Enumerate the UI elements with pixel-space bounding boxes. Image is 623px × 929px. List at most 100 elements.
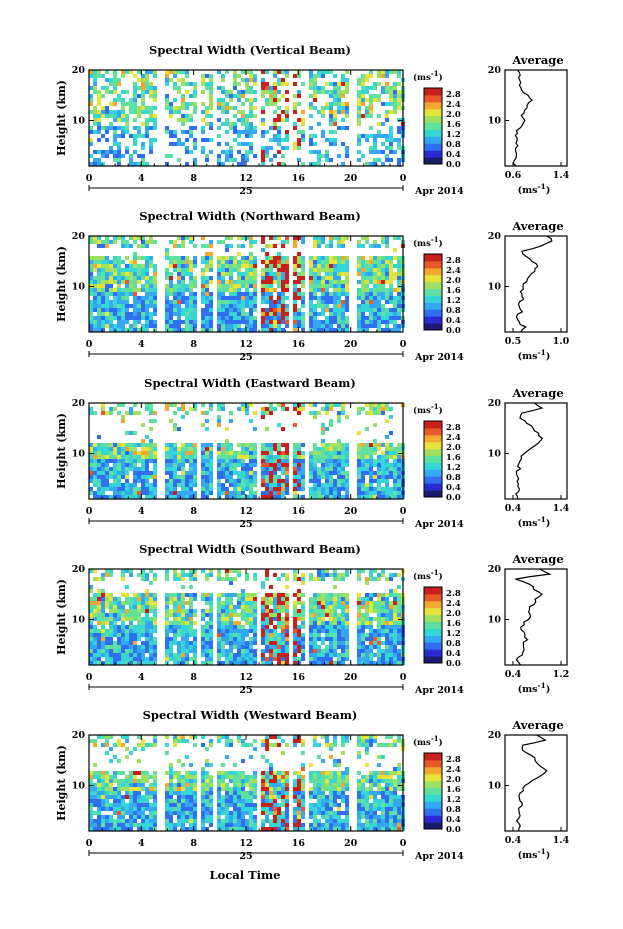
heatmap-cell <box>301 613 305 617</box>
heatmap-cell <box>377 264 381 268</box>
heatmap-cell <box>117 82 121 86</box>
heatmap-cell <box>129 70 133 74</box>
heatmap-cell <box>141 657 145 661</box>
heatmap-cell <box>217 102 221 106</box>
x-tick-label: 12 <box>239 173 252 184</box>
heatmap-cell <box>137 637 141 641</box>
heatmap-cell <box>261 633 265 637</box>
heatmap-cell <box>145 455 149 459</box>
heatmap-cell <box>361 292 365 296</box>
heatmap-cell <box>273 471 277 475</box>
heatmap-cell <box>105 284 109 288</box>
heatmap-cell <box>125 126 129 130</box>
heatmap-cell <box>245 455 249 459</box>
heatmap-cell <box>201 324 205 328</box>
heatmap-cell <box>141 605 145 609</box>
heatmap-cell <box>117 276 121 280</box>
heatmap-cell <box>221 653 225 657</box>
heatmap-cell <box>93 320 97 324</box>
heatmap-cell <box>165 300 169 304</box>
heatmap-cell <box>373 407 377 411</box>
heatmap-cell <box>245 661 249 665</box>
heatmap-cell <box>181 443 185 447</box>
heatmap-cell <box>389 661 393 665</box>
heatmap-cell <box>109 411 113 415</box>
heatmap-cell <box>221 122 225 126</box>
heatmap-cell <box>181 142 185 146</box>
heatmap-cell <box>309 605 313 609</box>
heatmap-cell <box>269 126 273 130</box>
heatmap-cell <box>277 142 281 146</box>
heatmap-cell <box>269 463 273 467</box>
heatmap-cell <box>241 403 245 407</box>
heatmap-cell <box>381 86 385 90</box>
heatmap-cell <box>209 90 213 94</box>
heatmap-cell <box>177 70 181 74</box>
heatmap-cell <box>141 236 145 240</box>
heatmap-cell <box>133 609 137 613</box>
heatmap-cell <box>137 487 141 491</box>
heatmap-cell <box>181 106 185 110</box>
heatmap-cell <box>397 158 401 162</box>
heatmap-cell <box>125 300 129 304</box>
heatmap-cell <box>89 657 93 661</box>
heatmap-cell <box>269 300 273 304</box>
heatmap-cell <box>321 110 325 114</box>
heatmap-cell <box>269 637 273 641</box>
heatmap-cell <box>333 320 337 324</box>
heatmap-cell <box>297 613 301 617</box>
heatmap-cell <box>113 455 117 459</box>
heatmap-cell <box>261 272 265 276</box>
heatmap-cell <box>273 312 277 316</box>
heatmap-cell <box>205 276 209 280</box>
heatmap-cell <box>301 645 305 649</box>
heatmap-cell <box>361 82 365 86</box>
heatmap-cell <box>297 130 301 134</box>
heatmap-cell <box>193 110 197 114</box>
heatmap-cell <box>317 471 321 475</box>
heatmap-cell <box>297 276 301 280</box>
heatmap-cell <box>265 288 269 292</box>
heatmap-cell <box>149 240 153 244</box>
heatmap-cell <box>333 451 337 455</box>
heatmap-cell <box>141 82 145 86</box>
heatmap-cell <box>373 292 377 296</box>
heatmap-cell <box>141 110 145 114</box>
heatmap-cell <box>97 272 101 276</box>
heatmap-cell <box>101 268 105 272</box>
heatmap-cell <box>333 256 337 260</box>
heatmap-cell <box>113 260 117 264</box>
heatmap-cell <box>165 645 169 649</box>
heatmap-cell <box>253 443 257 447</box>
heatmap-cell <box>153 98 157 102</box>
heatmap-cell <box>277 268 281 272</box>
heatmap-cell <box>297 629 301 633</box>
heatmap-cell <box>321 276 325 280</box>
heatmap-cell <box>361 641 365 645</box>
heatmap-cell <box>109 328 113 332</box>
heatmap-cell <box>93 491 97 495</box>
heatmap-cell <box>217 573 221 577</box>
heatmap-cell <box>357 150 361 154</box>
heatmap-cell <box>373 316 377 320</box>
heatmap-cell <box>237 252 241 256</box>
heatmap-cell <box>173 304 177 308</box>
heatmap-cell <box>281 471 285 475</box>
heatmap-cell <box>217 256 221 260</box>
heatmap-cell <box>129 154 133 158</box>
heatmap-cell <box>189 597 193 601</box>
heatmap-cell <box>245 609 249 613</box>
heatmap-cell <box>301 236 305 240</box>
heatmap-cell <box>133 459 137 463</box>
heatmap-cell <box>229 455 233 459</box>
heatmap-cell <box>237 268 241 272</box>
heatmap-cell <box>201 459 205 463</box>
heatmap-cell <box>153 471 157 475</box>
heatmap-cell <box>165 609 169 613</box>
heatmap-cell <box>233 471 237 475</box>
heatmap-cell <box>297 609 301 613</box>
heatmap-cell <box>369 601 373 605</box>
heatmap-cell <box>345 78 349 82</box>
heatmap-cell <box>177 475 181 479</box>
heatmap-cell <box>321 495 325 499</box>
